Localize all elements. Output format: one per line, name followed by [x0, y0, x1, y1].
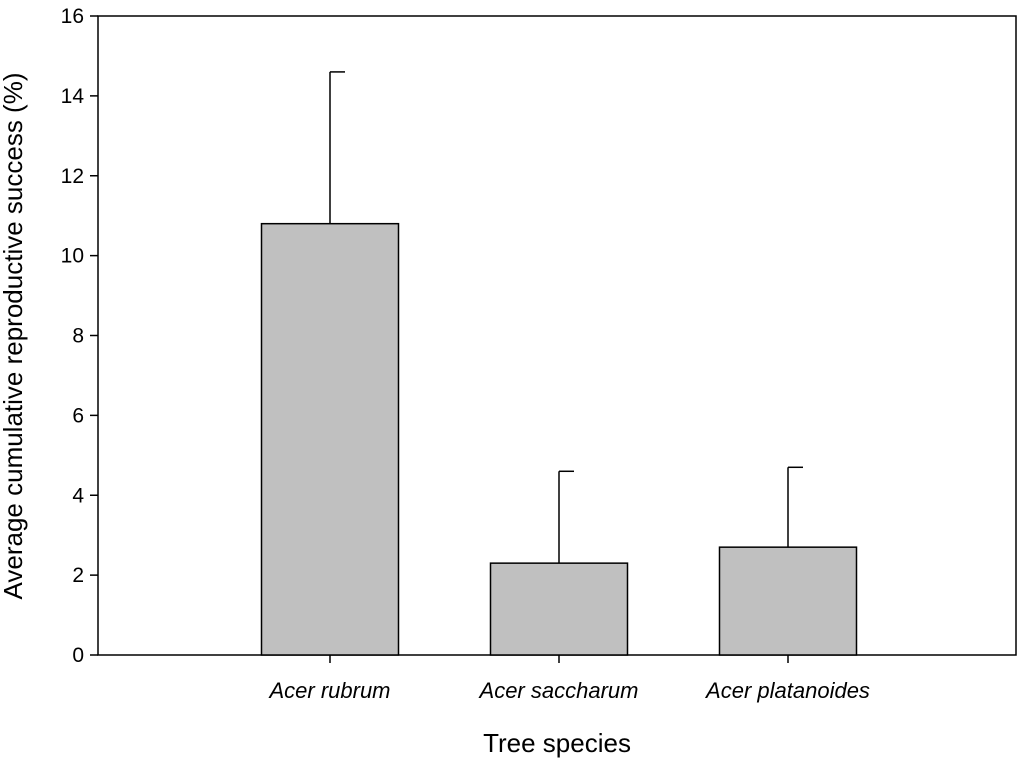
- plot-frame: [97, 15, 1017, 656]
- bar: [489, 562, 629, 656]
- y-tick-label: 2: [72, 564, 84, 587]
- bar: [718, 546, 858, 656]
- y-tick-label: 4: [72, 484, 84, 507]
- y-tick-label: 16: [61, 5, 84, 28]
- y-tick-label: 6: [72, 404, 84, 427]
- y-axis: 0 2 4 6 8 10 12 14 16: [61, 5, 98, 667]
- x-axis: Acer rubrum Acer saccharum Acer platanoide…: [267, 655, 870, 703]
- x-tick-label: Acer platanoides: [704, 678, 870, 703]
- bar: [260, 222, 400, 656]
- bars-group: [260, 71, 858, 656]
- x-tick-label: Acer saccharum: [478, 678, 639, 703]
- x-tick-label: Acer rubrum: [267, 678, 390, 703]
- y-tick-label: 12: [61, 165, 84, 188]
- y-axis-title: Average cumulative reproductive success …: [0, 73, 28, 600]
- y-tick-label: 14: [61, 85, 85, 108]
- y-tick-label: 0: [72, 644, 84, 667]
- y-tick-label: 10: [61, 245, 84, 268]
- x-axis-title: Tree species: [483, 728, 631, 758]
- y-tick-label: 8: [72, 325, 84, 348]
